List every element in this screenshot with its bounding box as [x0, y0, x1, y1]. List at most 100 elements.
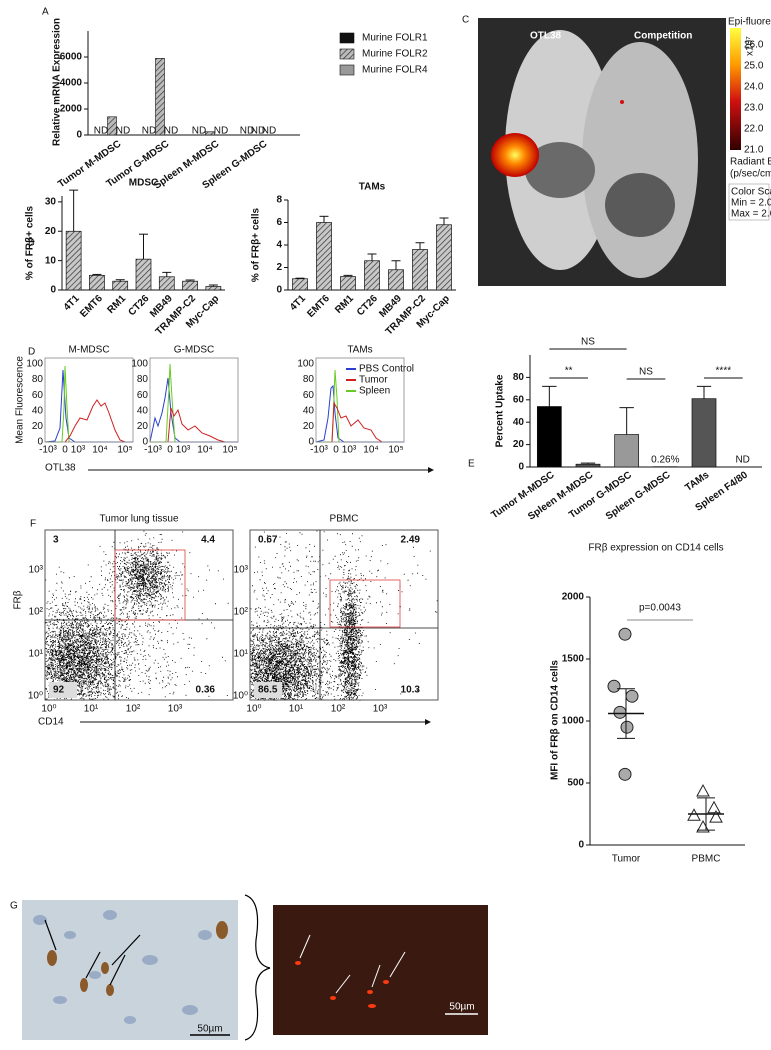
arrow-head [428, 467, 434, 473]
y-tick-label: 2000 [562, 592, 585, 603]
panel-label: E [468, 459, 475, 470]
value-label: ND [214, 126, 228, 137]
x-tick-label: EMT6 [305, 293, 332, 320]
panel-label: C [462, 15, 469, 26]
y-tick-label: 1500 [562, 654, 585, 665]
x-tick-label: CT26 [355, 293, 380, 318]
y-axis-label: Percent Uptake [495, 374, 506, 447]
y-tick-label: 60 [303, 390, 315, 401]
plot-frame [44, 529, 234, 701]
scale-min: Min = 2.06e8 [731, 198, 771, 209]
x-tick-label: PBMC [692, 854, 721, 865]
y-tick-label: 2 [276, 262, 282, 273]
y-tick-label: 20 [45, 226, 57, 237]
y-tick-label: 4000 [60, 78, 83, 89]
point [620, 720, 634, 734]
x-tick-label: 10⁴ [197, 445, 212, 456]
legend-label: Murine FOLR1 [362, 33, 428, 44]
y-tick-label: 8 [276, 195, 282, 206]
y-tick-label: 80 [513, 372, 525, 383]
bar [205, 286, 222, 291]
legend-label: Murine FOLR2 [362, 49, 428, 60]
y-tick-label: 0 [76, 130, 82, 141]
x-tick-label: TAMs [683, 469, 711, 493]
quadrant-value: 0.36 [196, 685, 216, 696]
y-tick-label: 100 [26, 359, 43, 370]
y-tick-label: 10¹ [234, 649, 249, 660]
value-label: ND [735, 455, 749, 466]
panel-title: TAMs [347, 345, 372, 356]
colorbar-tick: 21.0 [744, 145, 764, 156]
x-tick-label: 10⁰ [41, 704, 56, 715]
y-axis-label: Mean Fluorescence [15, 356, 26, 444]
bar [388, 269, 404, 291]
y-axis-label: FRβ [13, 590, 24, 609]
y-tick-label: 60 [32, 390, 44, 401]
x-tick-label: -10³ [39, 445, 57, 456]
x-tick-label: 10³ [176, 445, 191, 456]
y-tick-label: 30 [45, 197, 57, 208]
x-tick-label: 10³ [168, 704, 183, 715]
x-tick-label: RM1 [333, 293, 356, 316]
quadrant-value: 2.49 [401, 535, 421, 546]
colorbar-tick: 26.0 [744, 40, 764, 51]
x-tick-label: Spleen M-MDSC [526, 470, 595, 523]
value-label: ND [251, 126, 265, 137]
x-axis-label: CD14 [38, 717, 64, 728]
x-tick-label: 4T1 [288, 293, 308, 313]
y-tick-label: 60 [513, 394, 525, 405]
panel-label: A [42, 7, 49, 18]
point [707, 800, 721, 814]
y-tick-label: 40 [32, 405, 44, 416]
histogram-frame [149, 357, 239, 443]
panel-title: M-MDSC [68, 345, 109, 356]
x-tick-label: 10³ [342, 445, 357, 456]
colorbar-exponent: x10⁷ [745, 36, 756, 56]
y-tick-label: 0 [276, 285, 282, 296]
mouse-image [478, 18, 741, 286]
value-label: ND [142, 126, 156, 137]
value-label: ND [262, 126, 276, 137]
x-tick-label: 0 [62, 445, 68, 456]
bar [107, 116, 117, 136]
y-tick-label: 10¹ [29, 649, 44, 660]
y-tick-label: 10³ [234, 565, 249, 576]
legend-label: Spleen [359, 386, 390, 397]
bar [158, 276, 175, 291]
quadrant-value: 4.4 [201, 535, 215, 546]
y-tick-label: 10⁰ [233, 691, 248, 702]
significance-label: NS [639, 367, 653, 378]
bar [182, 280, 198, 291]
scale-bar-label: 50µm [449, 1002, 474, 1013]
x-tick-label: 0 [167, 445, 173, 456]
bar [205, 131, 215, 136]
bar [364, 260, 380, 291]
chart-title: TAMs [359, 182, 386, 193]
y-tick-label: 20 [32, 421, 44, 432]
value-label: ND [116, 126, 130, 137]
histogram-frame [315, 357, 405, 443]
x-tick-label: 0 [333, 445, 339, 456]
y-tick-label: 20 [137, 421, 149, 432]
value-label: ND [240, 126, 254, 137]
bar [89, 274, 105, 291]
legend-label: Murine FOLR4 [362, 65, 428, 76]
y-tick-label: 0 [142, 437, 148, 448]
dot-cloud [45, 530, 229, 701]
significance-label: **** [716, 366, 732, 377]
y-tick-label: 0 [308, 437, 314, 448]
point [696, 784, 710, 797]
y-axis-label: Relative mRNA Expression [52, 18, 63, 146]
chart-title: MDSC [129, 178, 158, 189]
scale-max: Max = 2.65e8 [731, 209, 771, 220]
y-tick-label: 0 [37, 437, 43, 448]
y-tick-label: 40 [137, 405, 149, 416]
y-tick-label: 80 [303, 374, 315, 385]
plot-title: Tumor lung tissue [99, 514, 179, 525]
legend-swatch [339, 64, 355, 76]
x-tick-label: 10⁴ [92, 445, 107, 456]
bar [65, 230, 82, 291]
significance-label: ** [565, 366, 573, 377]
colorbar-unit-title: Radiant Efficiency [730, 157, 771, 168]
